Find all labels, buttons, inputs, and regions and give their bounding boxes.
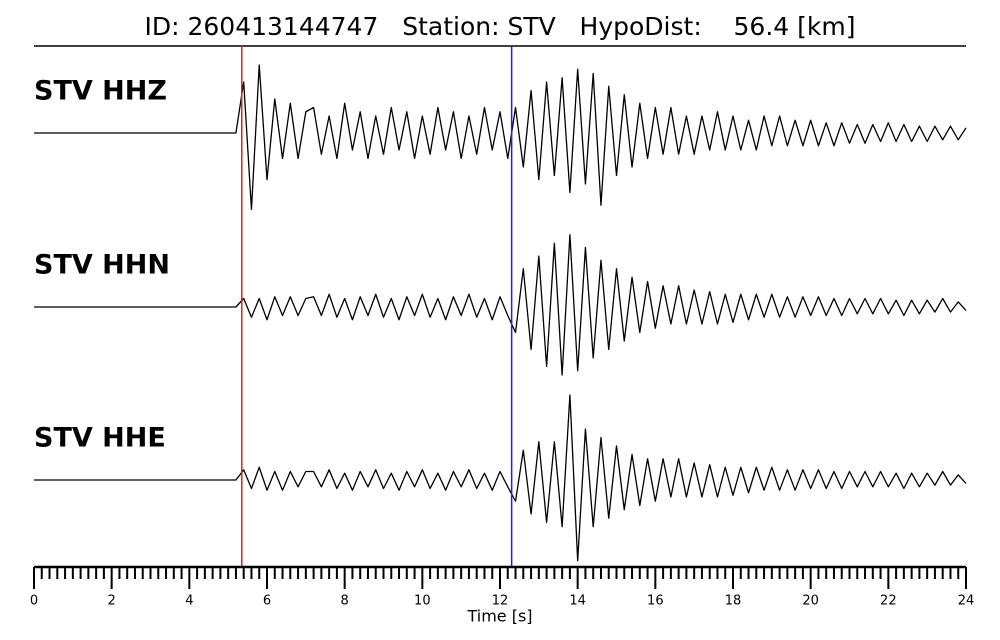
x-tick-label: 12 bbox=[492, 594, 509, 609]
x-tick-label: 16 bbox=[647, 594, 664, 609]
trace-label: STV HHZ bbox=[34, 76, 167, 107]
x-tick-label: 4 bbox=[185, 594, 193, 609]
chart-title: ID: 260413144747 Station: STV HypoDist: … bbox=[145, 12, 856, 41]
x-tick-label: 10 bbox=[414, 594, 431, 609]
x-tick-label: 22 bbox=[880, 594, 897, 609]
x-tick-label: 2 bbox=[108, 594, 116, 609]
x-tick-label: 24 bbox=[958, 594, 975, 609]
waveform bbox=[34, 394, 967, 562]
x-tick-label: 20 bbox=[802, 594, 819, 609]
x-tick-label: 8 bbox=[341, 594, 349, 609]
x-tick-label: 14 bbox=[569, 594, 586, 609]
waveform bbox=[34, 234, 967, 376]
trace-label: STV HHE bbox=[34, 423, 166, 454]
trace-label: STV HHN bbox=[34, 250, 170, 281]
x-tick-label: 18 bbox=[725, 594, 742, 609]
waveform bbox=[34, 64, 967, 211]
x-tick-label: 6 bbox=[263, 594, 271, 609]
x-axis-label: Time [s] bbox=[466, 607, 532, 626]
x-tick-label: 0 bbox=[30, 594, 38, 609]
